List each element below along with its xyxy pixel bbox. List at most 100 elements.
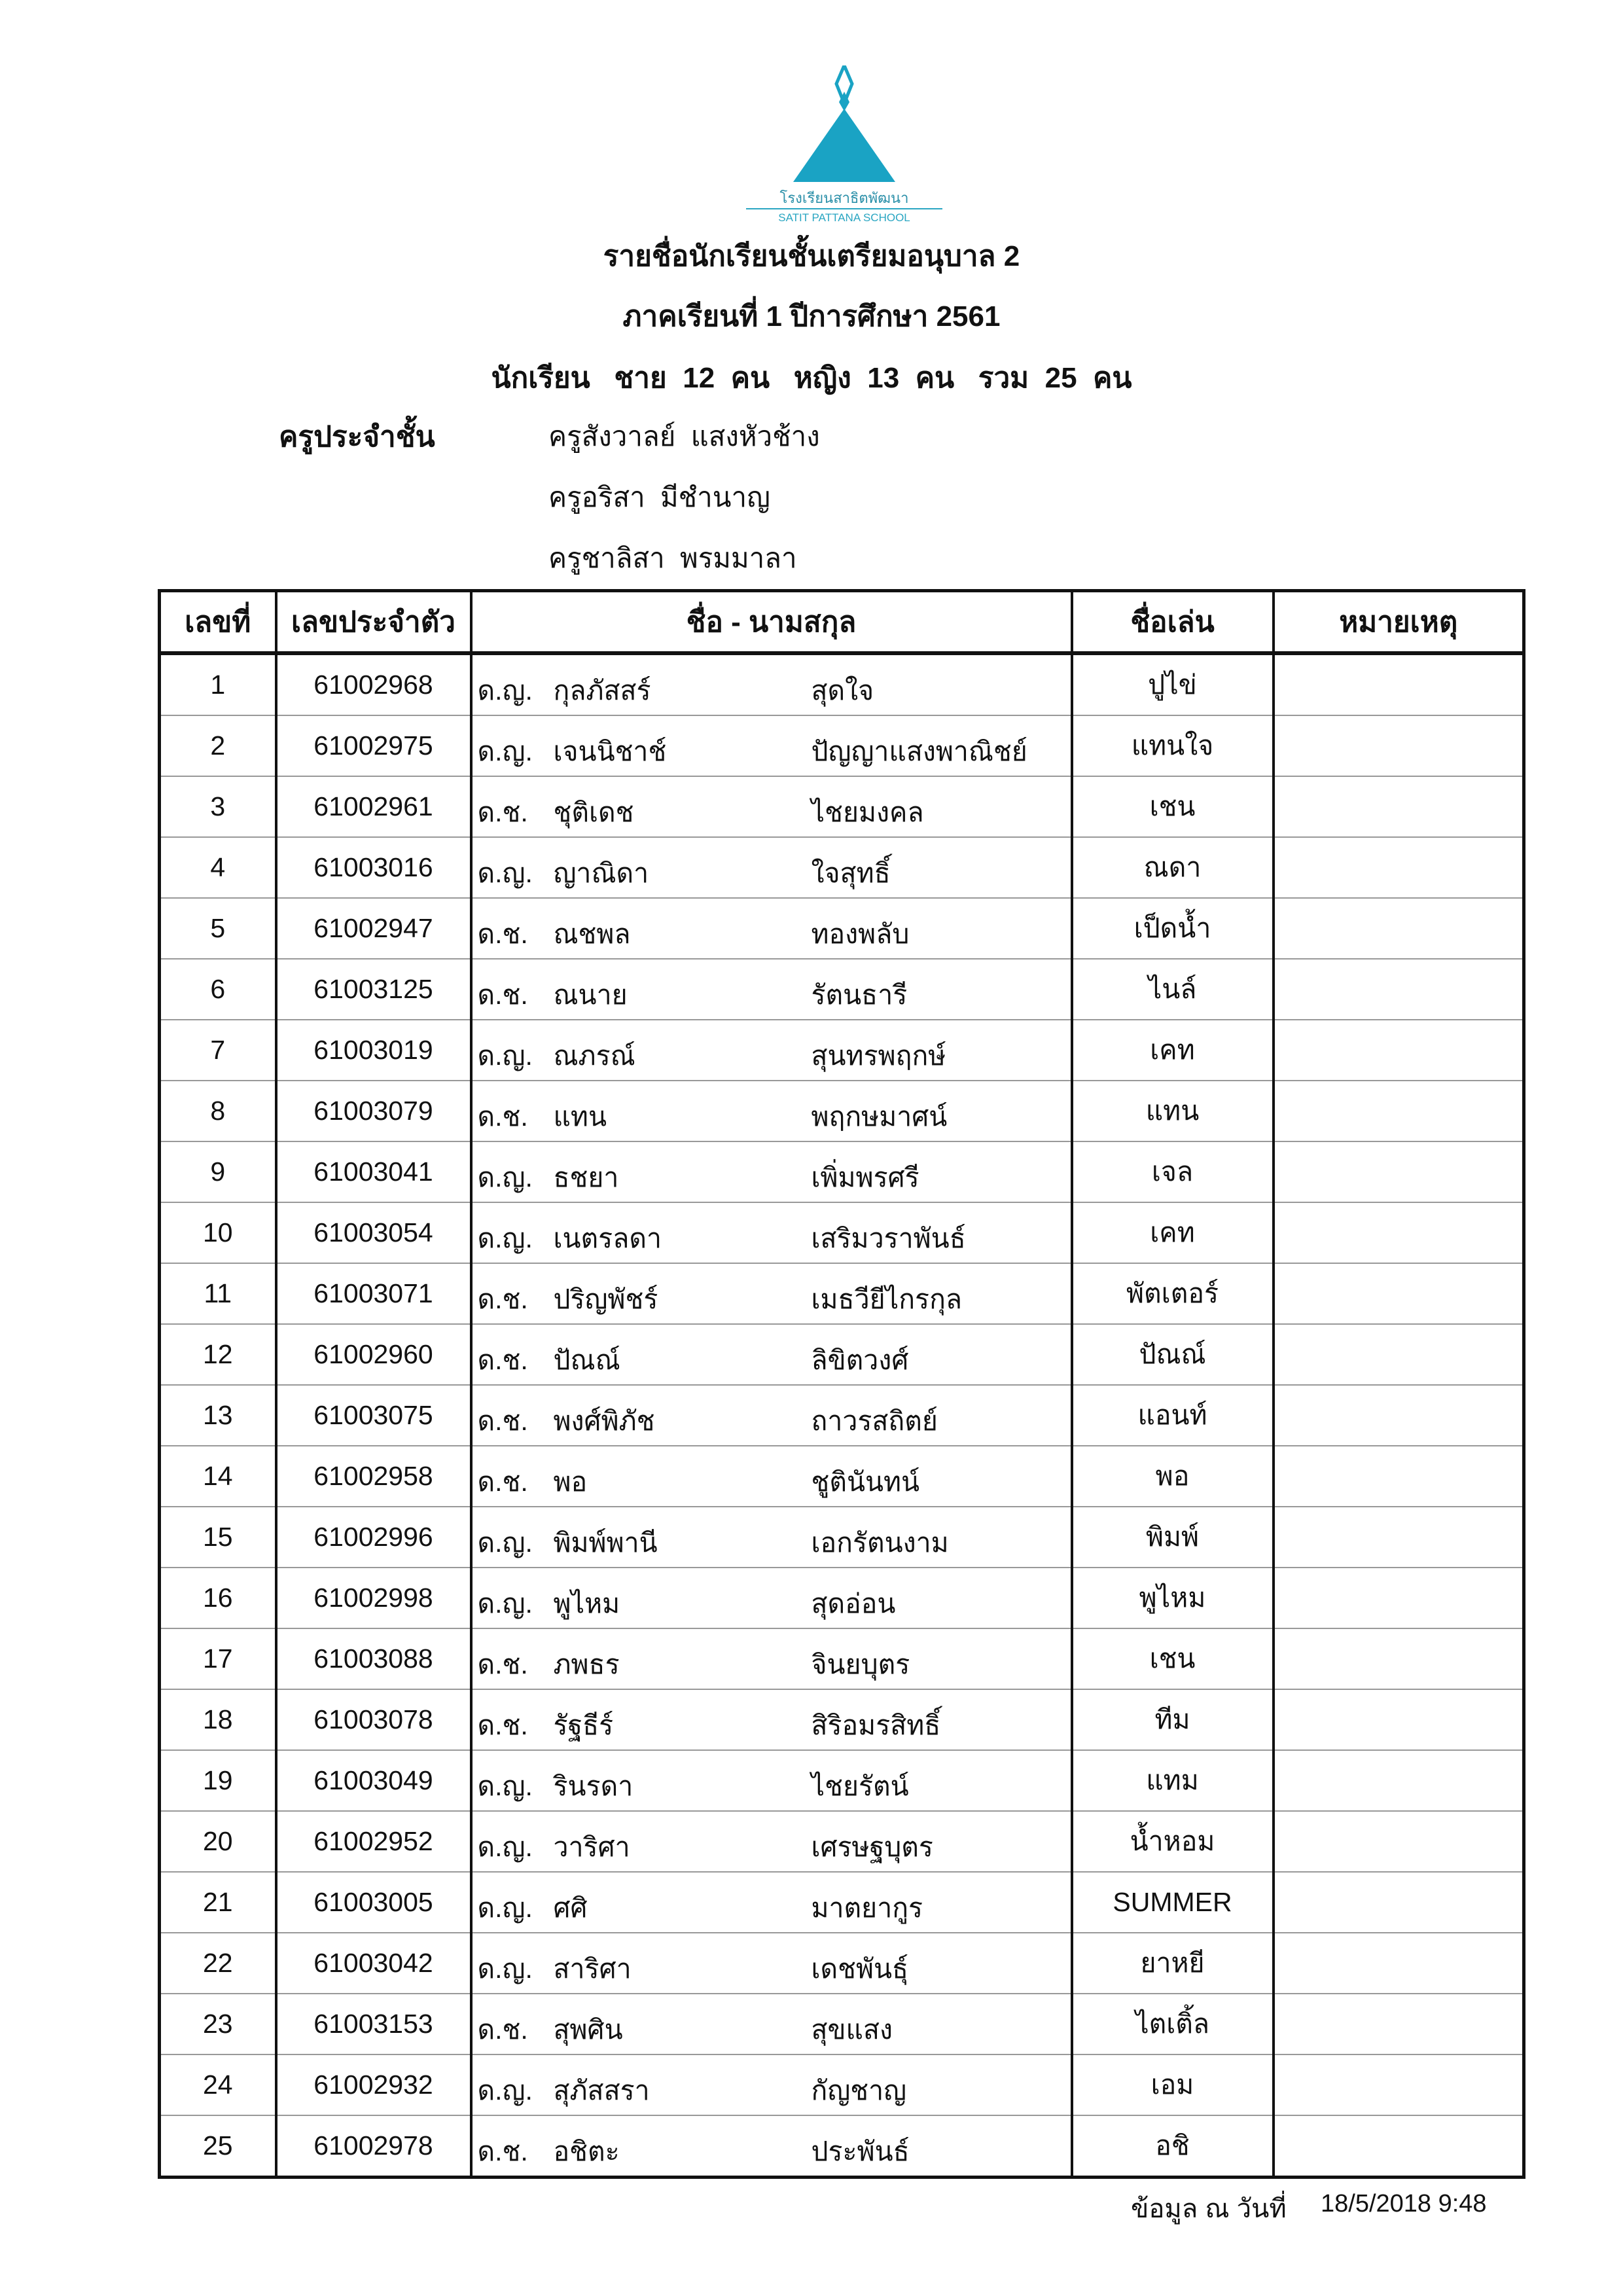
remarks [1272, 1081, 1524, 1142]
name-prefix: ด.ญ. [477, 1771, 533, 1801]
teacher-name: ครูสังวาลย์ แสงหัวช้าง [548, 421, 820, 452]
last-name: สุขแสง [811, 2015, 893, 2045]
first-name: วาริศา [553, 1832, 630, 1862]
remarks [1272, 1263, 1524, 1325]
student-id: 61003075 [274, 1385, 471, 1446]
nickname: ยาหยี [1070, 1933, 1274, 1994]
remarks [1272, 898, 1524, 960]
remarks [1272, 1385, 1524, 1446]
full-name-cell: ด.ญ. ธชยา เพิ่มพรศรี [469, 1141, 1072, 1203]
table-row: 2 61002975 ด.ญ. เจนนิชาช์ ปัญญาแสงพาณิชย์ แทน… [159, 715, 1524, 777]
remarks [1272, 1628, 1524, 1690]
remarks [1272, 715, 1524, 777]
remarks [1272, 1568, 1524, 1629]
nickname: ทีม [1070, 1689, 1274, 1751]
remarks [1272, 2115, 1524, 2178]
row-number: 13 [159, 1385, 276, 1446]
row-number: 25 [202, 2130, 233, 2161]
term-line: ภาคเรียนที่ 1 ปีการศึกษา 2561 [622, 300, 1001, 332]
nickname: ไนล์ [1070, 959, 1274, 1020]
remarks [1272, 1446, 1524, 1507]
name-prefix: ด.ญ. [477, 675, 533, 706]
table-row: 20 61002952 ด.ญ. วาริศา เศรษฐบุตร น้ำหอม [159, 1811, 1524, 1873]
student-id: 61002978 [274, 2115, 471, 2178]
last-name: ประพันธ์ [811, 2136, 910, 2166]
remarks [1272, 1750, 1524, 1812]
last-name: เสริมวราพันธ์ [811, 1223, 966, 1253]
remarks [1272, 1811, 1524, 1873]
remarks [1272, 1020, 1524, 1081]
table-row: 3 61002961 ด.ช. ชุติเดช ไชยมงคล เชน [159, 776, 1524, 838]
student-id: 61003005 [274, 1872, 471, 1933]
table-body: 1 61002968 ด.ญ. กุลภัสสร์ สุดใจ ปูไข่ 2 6100297… [159, 653, 1524, 2178]
full-name-cell: ด.ช. พงศ์พิภัช ถาวรสถิตย์ [469, 1385, 1072, 1446]
name-prefix: ด.ญ. [477, 858, 533, 888]
remarks [1272, 2054, 1524, 2116]
full-name-cell: ด.ช. ภพธร จินยบุตร [469, 1628, 1072, 1690]
full-name-cell: ด.ญ. วาริศา เศรษฐบุตร [469, 1811, 1072, 1873]
row-number: 19 [159, 1750, 276, 1812]
name-prefix: ด.ช. [477, 1710, 528, 1740]
table-row: 6 61003125 ด.ช. ณนาย รัตนธารี ไนล์ [159, 959, 1524, 1020]
row-number: 12 [159, 1324, 276, 1386]
remarks [1272, 1202, 1524, 1264]
homeroom-teachers-label: ครูประจำชั้น [279, 421, 435, 453]
nickname: SUMMER [1070, 1872, 1274, 1933]
last-name: ลิขิตวงศ์ [811, 1345, 909, 1375]
nickname: ปัณณ์ [1070, 1324, 1274, 1386]
full-name-cell: ด.ช. สุพศิน สุขแสง [469, 1994, 1072, 2055]
name-prefix: ด.ญ. [477, 1223, 533, 1253]
name-prefix: ด.ญ. [477, 736, 533, 766]
student-id: 61003041 [274, 1141, 471, 1203]
logo-name-thai: โรงเรียนสาธิตพัฒนา [779, 190, 909, 206]
full-name-cell: ด.ญ. เจนนิชาช์ ปัญญาแสงพาณิชย์ [469, 715, 1072, 777]
nickname: พูไหม [1070, 1568, 1274, 1629]
table-row: 4 61003016 ด.ญ. ญาณิดา ใจสุทธิ์ ณดา [159, 837, 1524, 899]
row-number: 14 [159, 1446, 276, 1507]
nickname: แอนท์ [1070, 1385, 1274, 1446]
header-remarks: หมายเหตุ [1272, 590, 1524, 655]
student-id: 61003079 [274, 1081, 471, 1142]
student-id: 61002932 [274, 2054, 471, 2116]
nickname: ณดา [1070, 837, 1274, 899]
full-name-cell: ด.ญ. ณภรณ์ สุนทรพฤกษ์ [469, 1020, 1072, 1081]
name-prefix: ด.ญ. [477, 2075, 533, 2106]
first-name: เจนนิชาช์ [553, 736, 667, 766]
last-name: ไชยรัตน์ [811, 1771, 909, 1801]
first-name: ชุติเดช [553, 797, 634, 827]
nickname: น้ำหอม [1070, 1811, 1274, 1873]
row-number: 24 [159, 2054, 276, 2116]
table-row: 5 61002947 ด.ช. ณชพล ทองพลับ เป็ดน้ำ [159, 898, 1524, 960]
student-id: 61002975 [274, 715, 471, 777]
header-full-name: ชื่อ - นามสกุล [469, 590, 1072, 655]
table-row: 10 61003054 ด.ญ. เนตรลดา เสริมวราพันธ์ เคท [159, 1202, 1524, 1264]
full-name-cell: ด.ญ. รินรดา ไชยรัตน์ [469, 1750, 1072, 1812]
student-id: 61003042 [274, 1933, 471, 1994]
remarks [1272, 1689, 1524, 1751]
name-prefix: ด.ญ. [477, 1588, 533, 1619]
last-name: พฤกษมาศน์ [811, 1102, 948, 1132]
first-name: แทน [553, 1102, 607, 1132]
first-name: พิมพ์พานี [553, 1528, 658, 1558]
remarks [1272, 1507, 1524, 1568]
student-id: 61002961 [274, 776, 471, 838]
table-row: 17 61003088 ด.ช. ภพธร จินยบุตร เชน [159, 1628, 1524, 1690]
last-name: ถาวรสถิตย์ [811, 1406, 938, 1436]
last-name: สุดใจ [811, 675, 874, 706]
name-prefix: ด.ช. [477, 797, 528, 827]
student-counts: นักเรียน ชาย 12 คน หญิง 13 คน รวม 25 คน [491, 362, 1132, 394]
remarks [1272, 959, 1524, 1020]
table-row: 1 61002968 ด.ญ. กุลภัสสร์ สุดใจ ปูไข่ [159, 653, 1524, 716]
remarks [1272, 1872, 1524, 1933]
name-prefix: ด.ช. [477, 1345, 528, 1375]
row-number: 23 [159, 1994, 276, 2055]
teacher-name: ครูชาลิสา พรมมาลา [548, 543, 797, 573]
first-name: ปัณณ์ [553, 1345, 620, 1375]
first-name: ณชพล [553, 919, 631, 949]
full-name-cell: ด.ช. ปัณณ์ ลิขิตวงศ์ [469, 1324, 1072, 1386]
student-id: 61002968 [274, 653, 471, 716]
remarks [1272, 653, 1524, 716]
name-prefix: ด.ช. [477, 1406, 528, 1436]
name-prefix: ด.ช. [477, 2015, 528, 2045]
student-id: 61003016 [274, 837, 471, 899]
